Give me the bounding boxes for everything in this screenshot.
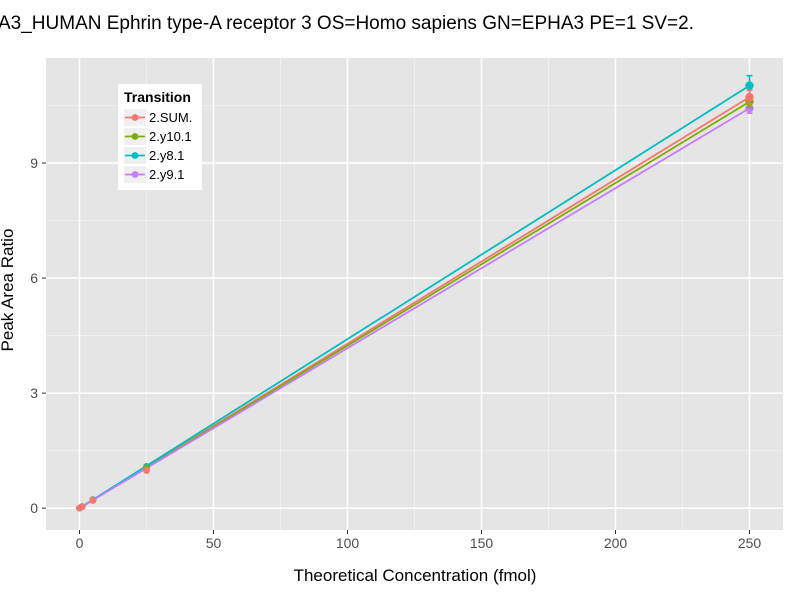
x-tick-label: 200 (604, 535, 628, 551)
legend-label: 2.y8.1 (149, 148, 185, 163)
legend-item: 2.SUM. (124, 108, 196, 127)
legend-key-line-point-icon (124, 128, 146, 145)
data-point-2.SUM. (78, 503, 86, 511)
series-line-2.y8.1 (79, 84, 750, 509)
legend-item: 2.y8.1 (124, 146, 196, 165)
y-tick-label: 6 (30, 270, 38, 286)
x-axis-title: Theoretical Concentration (fmol) (293, 566, 537, 585)
legend-item: 2.y10.1 (124, 127, 196, 146)
y-tick-label: 3 (30, 385, 38, 401)
series-line-2.y10.1 (79, 100, 750, 509)
legend-label: 2.y10.1 (149, 129, 192, 144)
legend-label: 2.y9.1 (149, 167, 185, 182)
legend-item: 2.y9.1 (124, 165, 196, 184)
legend: Transition 2.SUM. 2.y10.1 2.y8.1 2.y9.1 (118, 84, 202, 190)
legend-key-line-point-icon (124, 166, 146, 183)
series-line-2.y9.1 (79, 107, 750, 509)
y-tick-label: 0 (30, 500, 38, 516)
legend-title: Transition (124, 89, 191, 105)
data-point-2.y8.1 (745, 81, 754, 90)
data-point-2.SUM. (143, 467, 150, 474)
legend-key-line-point-icon (124, 109, 146, 126)
x-tick-label: 250 (738, 535, 762, 551)
chart-title: A3_HUMAN Ephrin type-A receptor 3 OS=Hom… (0, 13, 694, 34)
y-tick-label: 9 (30, 155, 38, 171)
data-point-2.SUM. (89, 496, 97, 504)
x-tick-label: 150 (470, 535, 494, 551)
x-tick-label: 50 (206, 535, 222, 551)
legend-label: 2.SUM. (149, 110, 193, 125)
legend-key-line-point-icon (124, 147, 146, 164)
x-tick-label: 100 (336, 535, 360, 551)
data-point-2.SUM. (745, 92, 754, 102)
y-axis-title: Peak Area Ratio (0, 228, 17, 352)
x-tick-label: 0 (76, 535, 84, 551)
